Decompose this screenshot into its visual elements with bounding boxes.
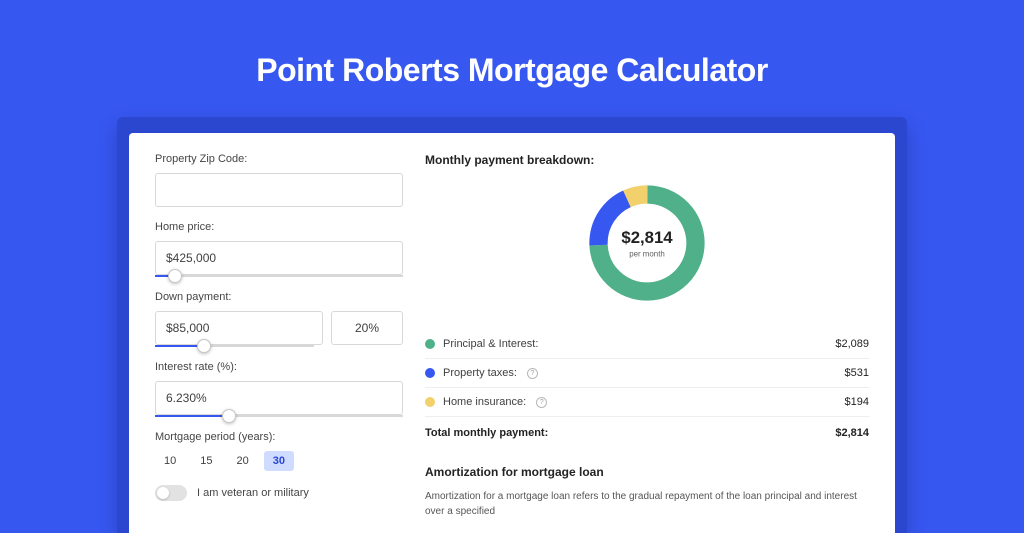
period-btn-10[interactable]: 10 — [155, 451, 185, 471]
page-title: Point Roberts Mortgage Calculator — [0, 52, 1024, 89]
interest-label: Interest rate (%): — [155, 361, 403, 373]
zip-label: Property Zip Code: — [155, 153, 403, 165]
legend-value-principal: $2,089 — [835, 338, 869, 350]
donut-wrap: $2,814 per month — [425, 179, 869, 312]
interest-input[interactable]: 6.230% — [155, 381, 403, 415]
info-icon[interactable]: ? — [527, 368, 538, 379]
amortization-text: Amortization for a mortgage loan refers … — [425, 489, 869, 519]
amortization-title: Amortization for mortgage loan — [425, 465, 869, 479]
legend-label-total: Total monthly payment: — [425, 427, 548, 439]
interest-group: Interest rate (%): 6.230% — [155, 361, 403, 417]
period-options: 10 15 20 30 — [155, 451, 403, 471]
down-payment-label: Down payment: — [155, 291, 403, 303]
home-price-group: Home price: $425,000 — [155, 221, 403, 277]
slider-thumb[interactable] — [168, 269, 182, 283]
legend-label-insurance: Home insurance: — [443, 396, 526, 408]
down-payment-percent-input[interactable]: 20% — [331, 311, 403, 345]
interest-slider[interactable] — [155, 415, 403, 417]
legend-label-taxes: Property taxes: — [443, 367, 517, 379]
legend-row-principal: Principal & Interest: $2,089 — [425, 330, 869, 359]
home-price-input[interactable]: $425,000 — [155, 241, 403, 275]
legend-label-principal: Principal & Interest: — [443, 338, 538, 350]
breakdown-column: Monthly payment breakdown: $2,814 per mo… — [403, 153, 869, 533]
down-payment-input[interactable]: $85,000 — [155, 311, 323, 345]
legend-row-taxes: Property taxes: ? $531 — [425, 359, 869, 388]
down-payment-group: Down payment: $85,000 20% — [155, 291, 403, 347]
period-btn-20[interactable]: 20 — [228, 451, 258, 471]
legend-row-insurance: Home insurance: ? $194 — [425, 388, 869, 417]
legend-value-taxes: $531 — [845, 367, 869, 379]
zip-input[interactable] — [155, 173, 403, 207]
veteran-label: I am veteran or military — [197, 487, 309, 499]
donut-chart: $2,814 per month — [583, 179, 711, 307]
breakdown-title: Monthly payment breakdown: — [425, 153, 869, 167]
legend-value-insurance: $194 — [845, 396, 869, 408]
home-price-slider[interactable] — [155, 275, 403, 277]
legend-dot-principal — [425, 339, 435, 349]
down-payment-slider[interactable] — [155, 345, 314, 347]
slider-thumb[interactable] — [222, 409, 236, 423]
home-price-label: Home price: — [155, 221, 403, 233]
veteran-toggle[interactable] — [155, 485, 187, 501]
legend-value-total: $2,814 — [835, 427, 869, 439]
form-column: Property Zip Code: Home price: $425,000 … — [155, 153, 403, 533]
calculator-card: Property Zip Code: Home price: $425,000 … — [129, 133, 895, 533]
period-label: Mortgage period (years): — [155, 431, 403, 443]
donut-center-sub: per month — [629, 250, 665, 259]
period-btn-15[interactable]: 15 — [191, 451, 221, 471]
period-group: Mortgage period (years): 10 15 20 30 — [155, 431, 403, 471]
period-btn-30[interactable]: 30 — [264, 451, 294, 471]
zip-field-group: Property Zip Code: — [155, 153, 403, 207]
legend-dot-taxes — [425, 368, 435, 378]
card-shadow: Property Zip Code: Home price: $425,000 … — [117, 117, 907, 533]
legend-row-total: Total monthly payment: $2,814 — [425, 417, 869, 447]
donut-center-amount: $2,814 — [621, 228, 673, 247]
slider-thumb[interactable] — [197, 339, 211, 353]
veteran-row: I am veteran or military — [155, 485, 403, 501]
info-icon[interactable]: ? — [536, 397, 547, 408]
legend-dot-insurance — [425, 397, 435, 407]
